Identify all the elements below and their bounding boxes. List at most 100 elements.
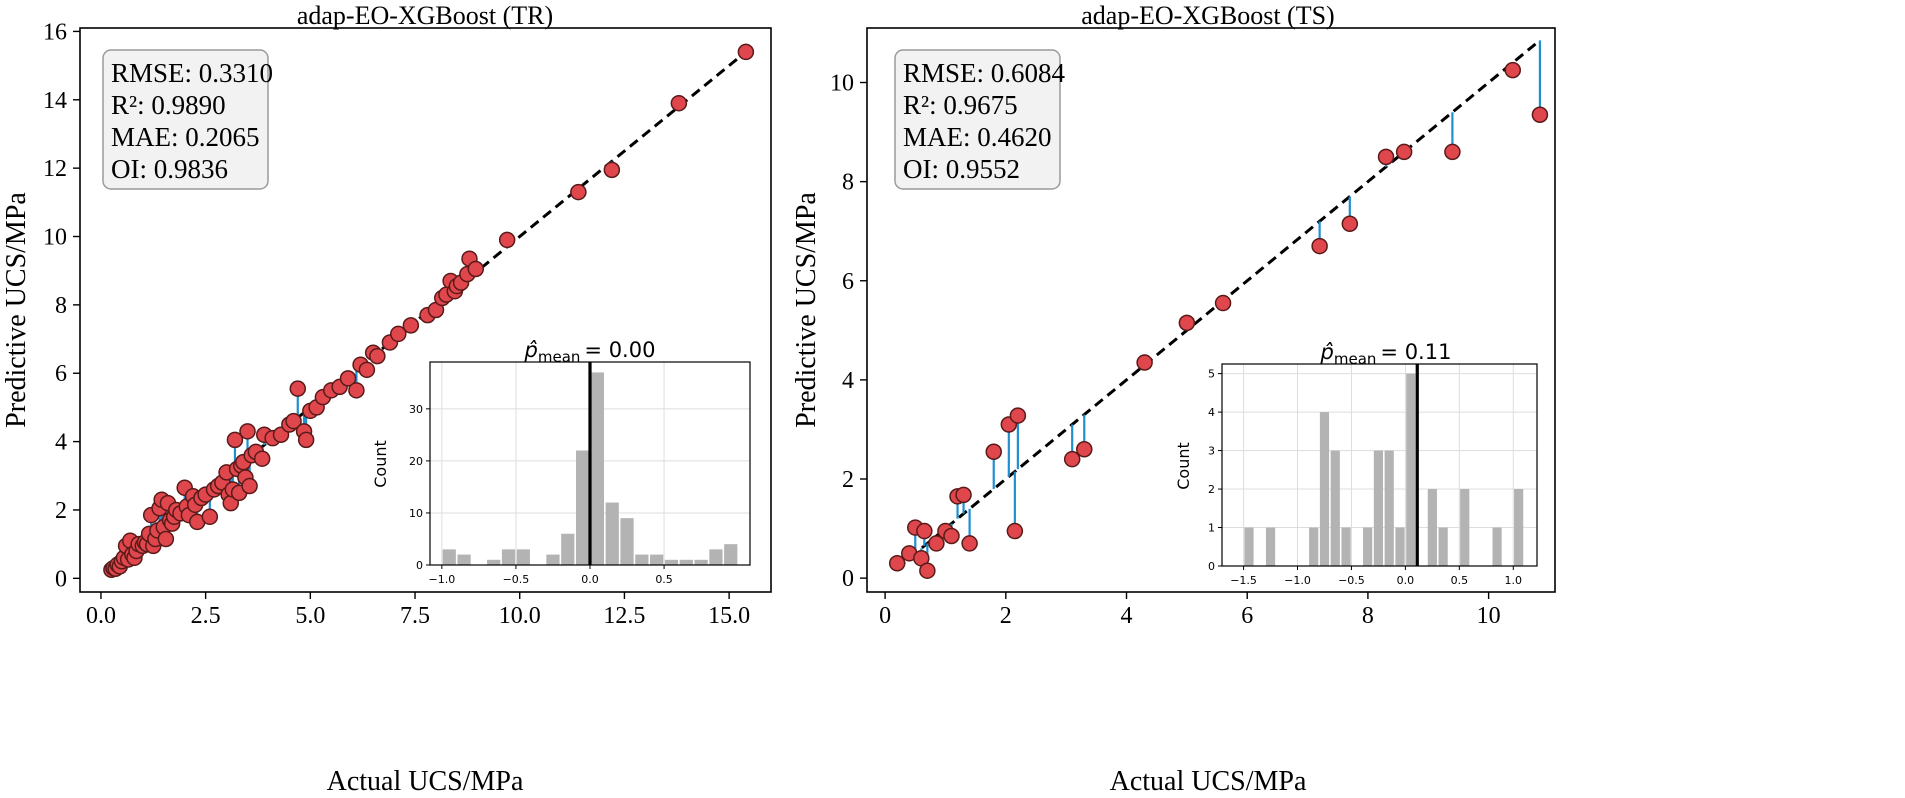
y-tick-label: 2 [55, 498, 67, 524]
y-tick-label: 6 [55, 361, 67, 387]
inset-y-tick-labels: 0 10 20 30 [409, 403, 430, 572]
metric-r2: R²: 0.9675 [903, 90, 1018, 120]
inset-x-tick-label: −0.5 [503, 573, 530, 586]
y-tick-label: 0 [55, 566, 67, 592]
y-tick-label: 16 [43, 19, 67, 45]
inset-y-tick-label: 5 [1208, 368, 1215, 381]
inset-frame [1221, 363, 1538, 567]
histogram-bar [1406, 373, 1416, 566]
histogram-bar [1341, 527, 1351, 566]
y-tick-label: 4 [842, 368, 854, 394]
inset-title: p̂mean = 0.11 [1320, 340, 1452, 368]
y-tick-label: 10 [43, 225, 67, 251]
y-tick-label: 6 [842, 269, 854, 295]
x-tick-label: 10.0 [499, 603, 541, 629]
data-point [226, 431, 244, 449]
inset-x-tick-label: −0.5 [1338, 574, 1365, 587]
metric-rmse: RMSE: 0.6084 [903, 58, 1066, 88]
histogram-bar [1309, 527, 1319, 566]
metric-r2: R²: 0.9890 [111, 90, 226, 120]
metrics-box: RMSE: 0.6084 R²: 0.9675 MAE: 0.4620 OI: … [894, 49, 1066, 190]
main-plot-data [103, 43, 755, 579]
identity-line [896, 41, 1538, 570]
y-tick-label: 0 [842, 566, 854, 592]
data-point [919, 562, 936, 579]
data-point [348, 382, 365, 399]
data-point [928, 535, 945, 552]
data-point [603, 161, 621, 179]
y-tick-label: 8 [842, 170, 854, 196]
histogram-bar [1460, 489, 1470, 566]
inset-x-tick-label: 0.5 [655, 573, 673, 586]
x-tick-label: 2 [1000, 603, 1012, 629]
inset-histogram: −1.5 −1.0 −0.5 0.0 0.5 1.0 0 1 2 3 4 5 Count p̂mea… [1174, 340, 1538, 587]
x-tick-labels: 0 2 4 6 8 10 [879, 592, 1501, 629]
data-point [1178, 314, 1196, 332]
inset-title-value: = 0.00 [584, 338, 655, 362]
inset-y-label: Count [371, 440, 390, 488]
data-point [339, 370, 357, 387]
histogram-bar [620, 518, 634, 565]
metric-oi: OI: 0.9552 [903, 154, 1020, 184]
data-point [241, 477, 258, 495]
data-point [985, 443, 1002, 460]
x-tick-label: 6 [1241, 603, 1253, 629]
x-tick-label: 0 [879, 603, 891, 629]
histogram-bar [605, 502, 619, 565]
data-point [1531, 106, 1549, 123]
histogram-bar [516, 549, 530, 565]
inset-y-label: Count [1174, 442, 1193, 490]
data-point [1377, 148, 1395, 166]
histogram-bar [1373, 450, 1384, 566]
data-point [1063, 450, 1081, 468]
histogram-bar [575, 450, 590, 565]
inset-y-tick-label: 1 [1208, 522, 1215, 535]
y-tick-label: 8 [55, 293, 67, 319]
data-point [955, 486, 972, 504]
data-point [402, 317, 420, 334]
histogram-bar [1395, 527, 1405, 566]
x-tick-label: 2.5 [191, 603, 221, 629]
inset-x-tick-label: −1.0 [1284, 574, 1311, 587]
x-tick-label: 5.0 [295, 603, 325, 629]
histogram-bar [1492, 527, 1502, 566]
histogram-bar [1330, 450, 1340, 566]
inset-title-subscript: mean [1334, 350, 1377, 368]
main-plot-data [888, 40, 1549, 579]
data-point [737, 43, 755, 61]
data-point [297, 431, 315, 449]
data-point [157, 530, 175, 548]
data-point [1311, 237, 1328, 255]
histogram-bar [1363, 527, 1373, 566]
data-point [498, 231, 516, 249]
metric-mae: MAE: 0.2065 [111, 122, 260, 152]
inset-title-symbol: p̂ [1320, 340, 1334, 364]
data-point [1006, 522, 1024, 540]
data-point [1136, 354, 1153, 371]
inset-title-value: = 0.11 [1380, 340, 1451, 364]
inset-x-tick-label: 0.0 [1397, 574, 1415, 587]
inset-y-tick-label: 30 [409, 403, 423, 416]
inset-x-tick-labels: −1.0 −0.5 0.0 0.5 [428, 565, 673, 586]
y-tick-label: 4 [55, 430, 67, 456]
histogram-bar [709, 549, 723, 565]
data-point [670, 94, 688, 112]
data-point [1504, 61, 1522, 79]
data-point [961, 535, 978, 552]
y-tick-label: 12 [43, 156, 67, 182]
x-tick-labels: 0.0 2.5 5.0 7.5 10.0 12.5 15.0 [86, 592, 750, 629]
inset-bars [1244, 364, 1524, 566]
inset-x-tick-label: −1.0 [428, 573, 455, 586]
inset-title: p̂mean = 0.00 [524, 338, 656, 366]
histogram-bar [635, 554, 649, 565]
metrics-box: RMSE: 0.3310 R²: 0.9890 MAE: 0.2065 OI: … [102, 49, 273, 190]
x-tick-label: 12.5 [603, 603, 645, 629]
data-point [289, 380, 307, 397]
x-tick-label: 15.0 [708, 603, 750, 629]
histogram-bar [1244, 527, 1254, 566]
y-tick-label: 10 [830, 71, 854, 97]
histogram-bar [442, 549, 456, 565]
data-point [1076, 441, 1093, 458]
histogram-bar [694, 559, 708, 565]
x-tick-label: 7.5 [400, 603, 430, 629]
